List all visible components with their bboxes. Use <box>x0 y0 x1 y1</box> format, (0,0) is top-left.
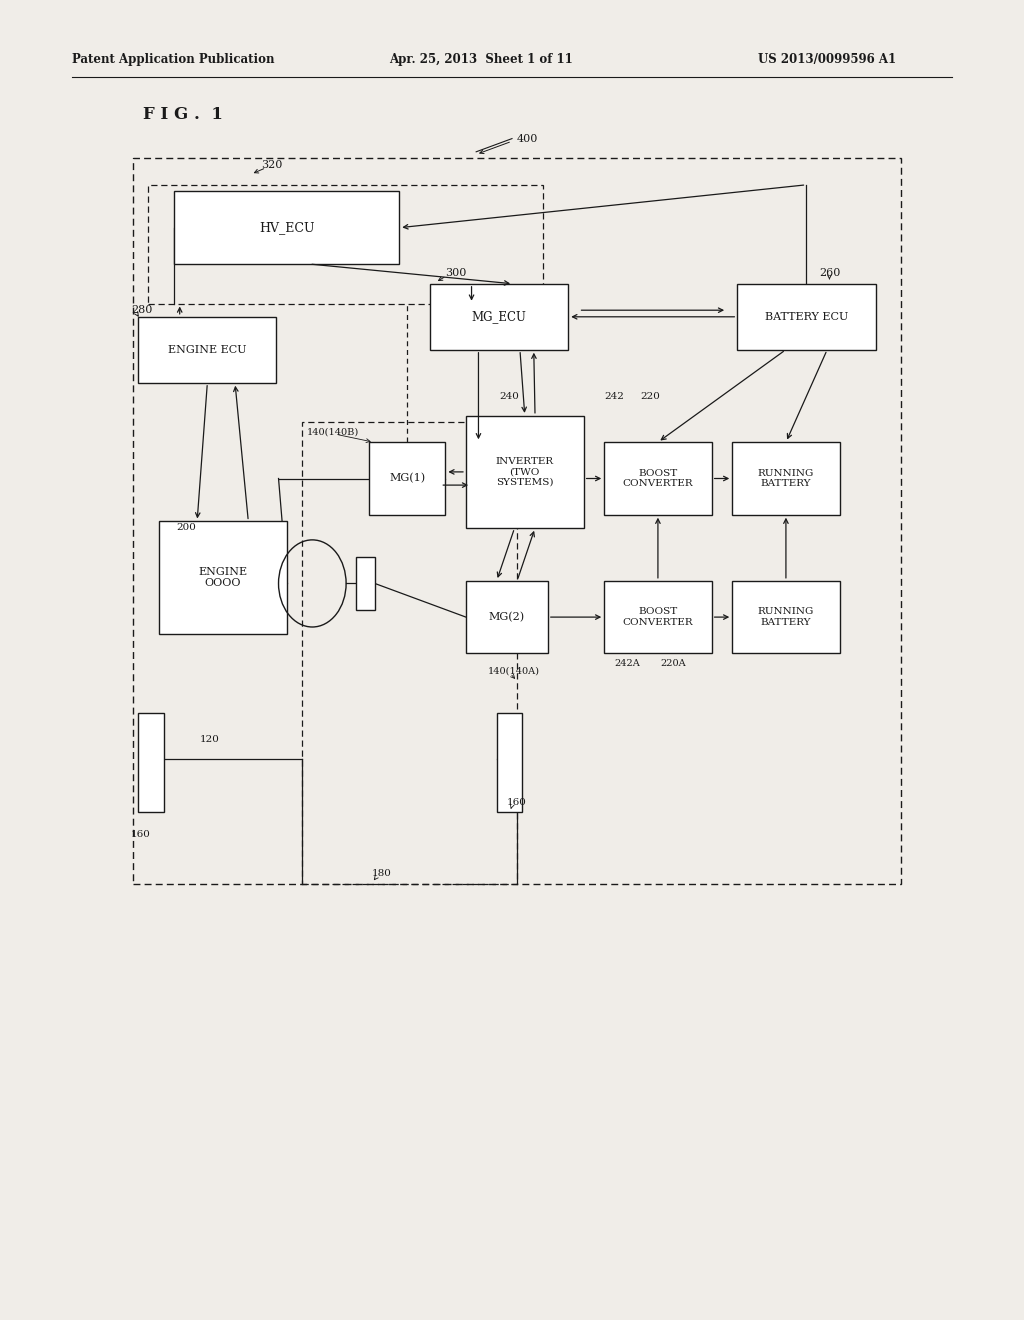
Bar <box>466 416 584 528</box>
Text: RUNNING
BATTERY: RUNNING BATTERY <box>758 607 814 627</box>
Text: 140(140B): 140(140B) <box>307 428 359 436</box>
Bar <box>732 581 840 653</box>
Text: 200: 200 <box>176 524 196 532</box>
Text: MG(1): MG(1) <box>389 474 425 483</box>
Text: BOOST
CONVERTER: BOOST CONVERTER <box>623 607 693 627</box>
Bar <box>302 422 517 884</box>
Bar <box>133 158 901 884</box>
Text: 280: 280 <box>131 305 153 315</box>
Bar <box>466 581 548 653</box>
Text: Apr. 25, 2013  Sheet 1 of 11: Apr. 25, 2013 Sheet 1 of 11 <box>389 53 572 66</box>
Text: 120: 120 <box>200 735 219 743</box>
Text: F I G .  1: F I G . 1 <box>143 106 223 123</box>
Text: 220A: 220A <box>660 660 686 668</box>
Bar <box>138 317 276 383</box>
Text: 160: 160 <box>131 830 151 838</box>
Text: 400: 400 <box>517 133 539 144</box>
Text: MG(2): MG(2) <box>488 612 525 622</box>
Bar <box>430 284 568 350</box>
Text: 180: 180 <box>372 870 391 878</box>
Text: BATTERY ECU: BATTERY ECU <box>765 312 848 322</box>
Text: 240: 240 <box>500 392 519 400</box>
Text: RUNNING
BATTERY: RUNNING BATTERY <box>758 469 814 488</box>
Bar <box>369 442 445 515</box>
Text: 140(140A): 140(140A) <box>487 667 540 675</box>
Text: 320: 320 <box>261 160 283 170</box>
Text: ENGINE ECU: ENGINE ECU <box>168 345 247 355</box>
Bar <box>138 713 164 812</box>
Text: 260: 260 <box>819 268 841 279</box>
Bar <box>159 521 287 634</box>
Text: 300: 300 <box>445 268 467 279</box>
Bar <box>356 557 375 610</box>
Bar <box>604 581 712 653</box>
Bar <box>604 442 712 515</box>
Text: 242A: 242A <box>614 660 640 668</box>
Bar <box>497 713 522 812</box>
Text: HV_ECU: HV_ECU <box>259 222 314 234</box>
Text: 242: 242 <box>604 392 624 400</box>
Text: ENGINE
OOOO: ENGINE OOOO <box>199 566 247 589</box>
Bar <box>148 185 543 304</box>
Bar <box>174 191 399 264</box>
Text: 160: 160 <box>507 799 526 807</box>
Text: BOOST
CONVERTER: BOOST CONVERTER <box>623 469 693 488</box>
Text: INVERTER
(TWO
SYSTEMS): INVERTER (TWO SYSTEMS) <box>496 457 554 487</box>
Text: 220: 220 <box>640 392 659 400</box>
Bar <box>732 442 840 515</box>
Text: Patent Application Publication: Patent Application Publication <box>72 53 274 66</box>
Text: US 2013/0099596 A1: US 2013/0099596 A1 <box>758 53 896 66</box>
Bar <box>737 284 876 350</box>
Text: MG_ECU: MG_ECU <box>472 310 526 323</box>
